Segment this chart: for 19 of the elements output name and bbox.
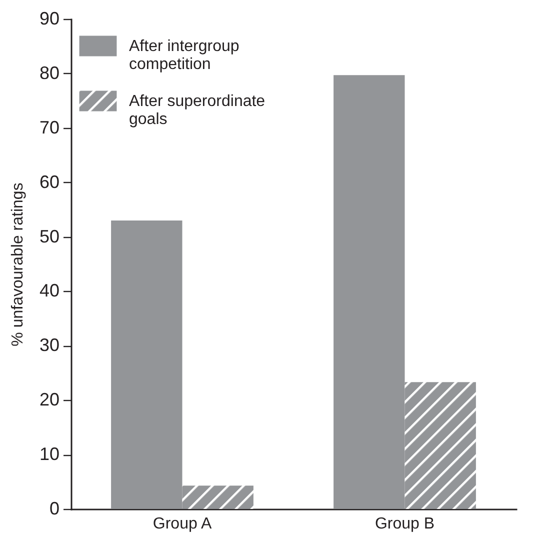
y-tick-label: 40 bbox=[39, 280, 60, 301]
x-tick-label: Group A bbox=[152, 516, 212, 532]
y-tick-label: 60 bbox=[39, 172, 60, 192]
y-tick-label: 70 bbox=[39, 117, 60, 138]
bar bbox=[111, 220, 182, 509]
bar bbox=[182, 486, 254, 509]
y-axis-title: % unfavourable ratings bbox=[9, 182, 26, 346]
bar bbox=[404, 382, 476, 509]
y-tick-label: 0 bbox=[49, 498, 60, 518]
bar bbox=[334, 75, 405, 509]
y-tick-label: 90 bbox=[39, 8, 60, 28]
y-tick-label: 20 bbox=[39, 390, 60, 410]
y-tick-label: 80 bbox=[39, 62, 60, 83]
legend-label: After superordinate goals bbox=[129, 93, 266, 128]
legend-label: After intergroup competition bbox=[129, 38, 240, 73]
y-tick-label: 50 bbox=[39, 226, 60, 246]
y-tick-label: 10 bbox=[39, 444, 60, 464]
y-tick-label: 30 bbox=[39, 335, 60, 356]
x-tick-label: Group B bbox=[374, 516, 435, 532]
